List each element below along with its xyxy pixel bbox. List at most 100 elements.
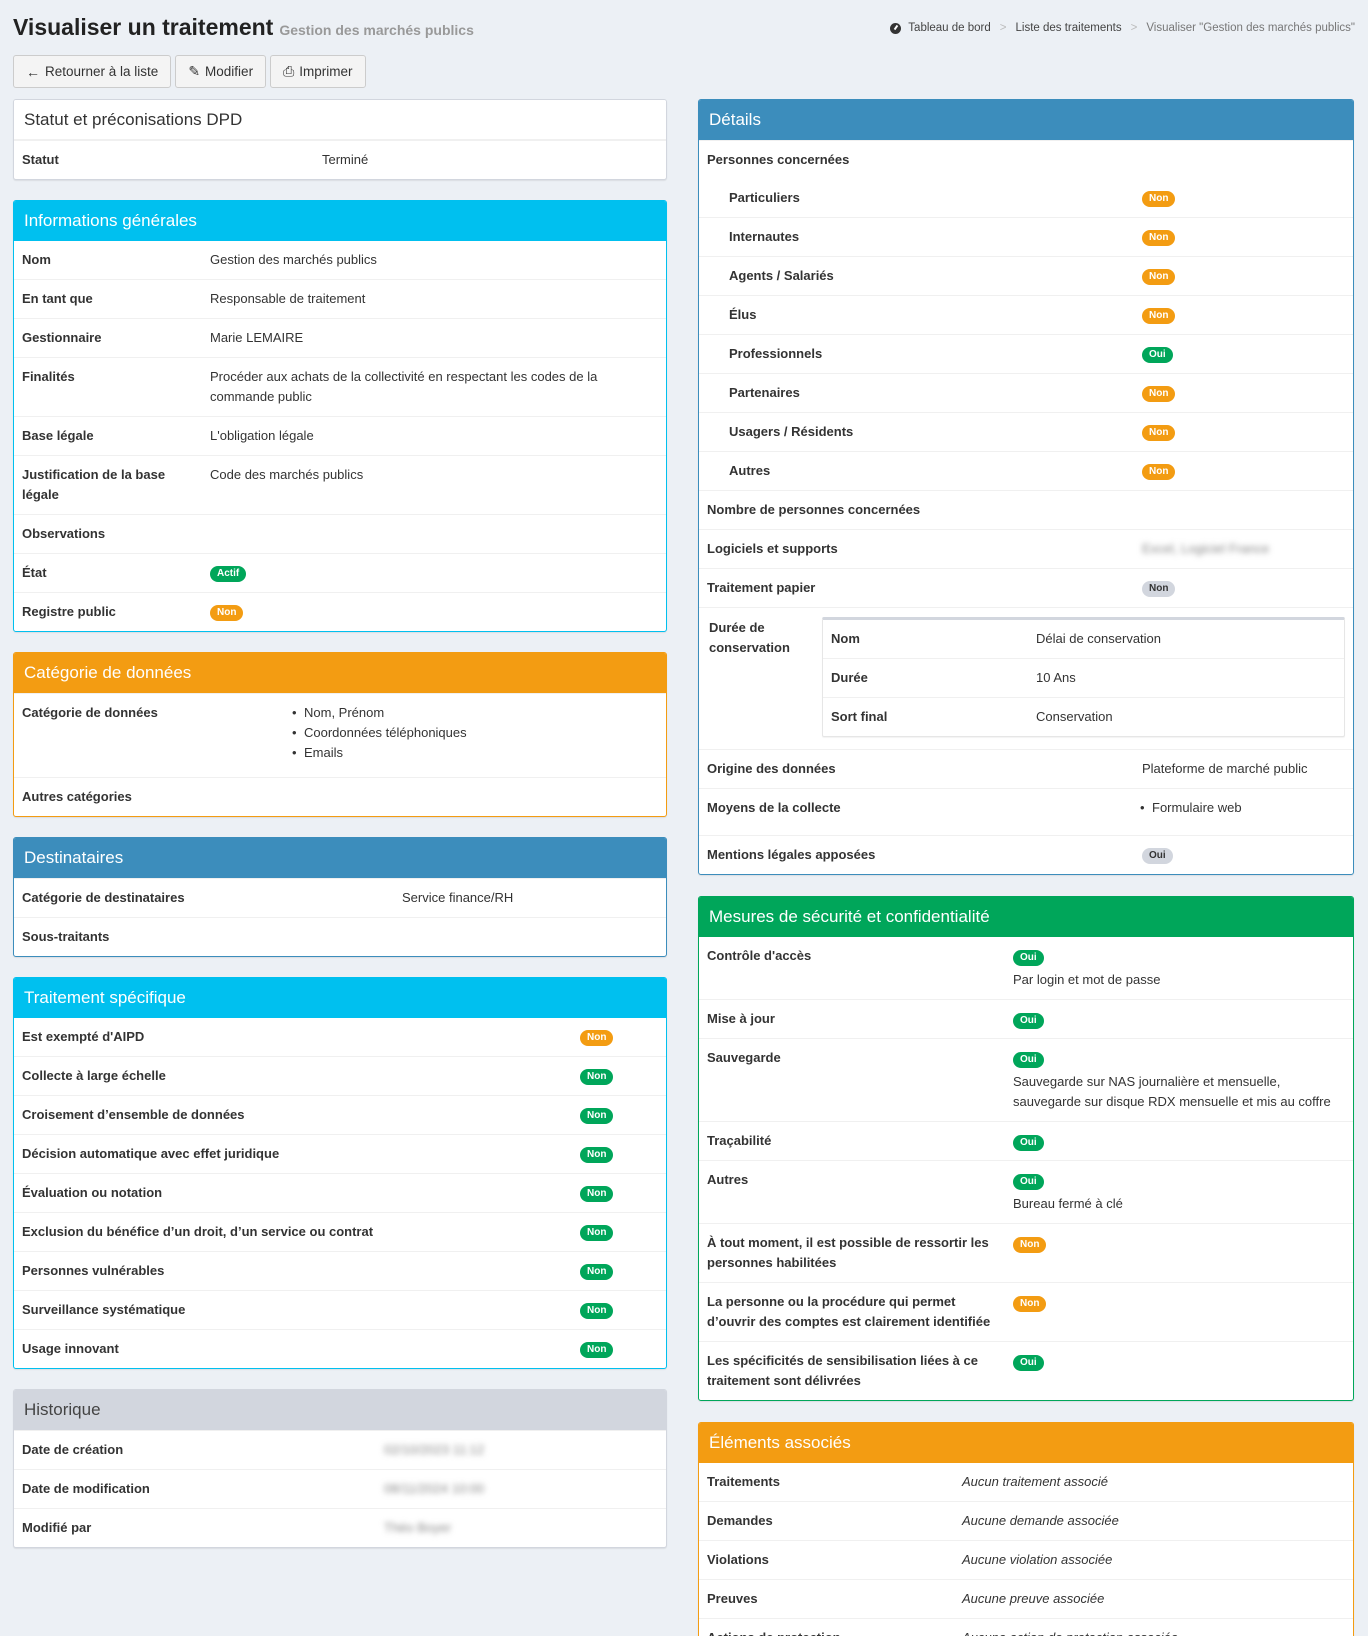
specific-row: Personnes vulnérables Non <box>14 1251 666 1290</box>
person-row-badge: Non <box>1142 308 1176 324</box>
specific-row: Croisement d’ensemble de données Non <box>14 1095 666 1134</box>
security-row-value: Oui Bureau fermé à clé <box>1013 1170 1123 1214</box>
history-row-label: Date de modification <box>22 1481 150 1496</box>
security-row: Sauvegarde Oui Sauvegarde sur NAS journali… <box>699 1038 1353 1121</box>
list-item: Nom, Prénom <box>292 703 467 723</box>
security-row-label: Mise à jour <box>707 1011 775 1026</box>
general-row-label: Nom <box>22 252 51 267</box>
breadcrumb-separator: > <box>999 22 1007 34</box>
status-box: Statut et préconisations DPD Statut Term… <box>13 99 667 180</box>
back-button[interactable]: ← Retourner à la liste <box>13 55 172 88</box>
general-row-value: Marie LEMAIRE <box>210 330 304 345</box>
general-row: Gestionnaire Marie LEMAIRE <box>14 318 666 357</box>
specific-row-label: Collecte à large échelle <box>22 1068 166 1083</box>
specific-row-label: Usage innovant <box>22 1341 119 1356</box>
security-row-badge: Oui <box>1013 1013 1044 1029</box>
print-button[interactable]: ⎙ Imprimer <box>270 55 366 88</box>
duration-table-row: Durée 10 Ans <box>823 658 1344 697</box>
specific-row-badge: Non <box>580 1030 614 1046</box>
general-row-value: Procéder aux achats de la collectivité e… <box>210 369 598 404</box>
security-box: Mesures de sécurité et confidentialité C… <box>698 896 1354 1401</box>
person-row-badge: Non <box>1142 386 1176 402</box>
person-row-label: Internautes <box>729 229 800 244</box>
duration-label: Durée de conservation <box>709 620 790 655</box>
associated-row-value: Aucune preuve associée <box>962 1591 1105 1606</box>
security-row-label: Traçabilité <box>707 1133 772 1148</box>
registre-label: Registre public <box>22 604 116 619</box>
list-item: Coordonnées téléphoniques <box>292 723 467 743</box>
security-row-label: Sauvegarde <box>707 1050 781 1065</box>
persons-label: Personnes concernées <box>707 152 850 167</box>
etat-label: État <box>22 565 47 580</box>
specific-row: Est exempté d'AIPD Non <box>14 1018 666 1056</box>
general-row-label: Gestionnaire <box>22 330 102 345</box>
associated-row-value: Aucune action de protection associée <box>962 1628 1178 1636</box>
history-row-value: 02/10/2023 11:12 <box>384 1442 485 1457</box>
general-row: Base légale L'obligation légale <box>14 416 666 455</box>
etat-badge: Actif <box>210 566 247 582</box>
general-row-label: Justification de la base légale <box>22 467 166 502</box>
person-row-badge: Non <box>1142 464 1176 480</box>
persons-row: Personnes concernées <box>699 140 1353 179</box>
left-column: Statut et préconisations DPD Statut Term… <box>13 99 667 1548</box>
person-row: Autres Non <box>699 451 1353 490</box>
specific-row: Collecte à large échelle Non <box>14 1056 666 1095</box>
persons-rows: Particuliers Non Internautes Non Agents / Sa… <box>699 179 1353 490</box>
subcontractors-label: Sous-traitants <box>22 929 110 944</box>
person-row: Élus Non <box>699 295 1353 334</box>
security-row-value: Oui Par login et mot de passe <box>1013 946 1160 990</box>
edit-button[interactable]: ✎ Modifier <box>175 55 267 88</box>
page-subtitle: Gestion des marchés publics <box>279 22 474 38</box>
associated-row: Violations Aucune violation associée <box>699 1540 1353 1579</box>
security-row-value: Non <box>1013 1292 1047 1312</box>
specific-row-badge: Non <box>580 1225 614 1241</box>
specific-row-badge: Non <box>580 1108 614 1124</box>
specific-rows: Est exempté d'AIPD Non Collecte à large éc… <box>14 1018 666 1368</box>
specific-row-label: Évaluation ou notation <box>22 1185 163 1200</box>
specific-row: Décision automatique avec effet juridiqu… <box>14 1134 666 1173</box>
specific-row-label: Décision automatique avec effet juridiqu… <box>22 1146 280 1161</box>
specific-row: Usage innovant Non <box>14 1329 666 1368</box>
security-row-value: Oui <box>1013 1131 1044 1151</box>
duration-table-label: Durée <box>831 670 868 685</box>
page-header: Visualiser un traitement Gestion des marc… <box>13 10 1355 46</box>
history-row-value: 08/11/2024 10:00 <box>384 1481 485 1496</box>
mentions-row: Mentions légales apposées Oui <box>699 835 1353 874</box>
other-categories-label: Autres catégories <box>22 789 132 804</box>
security-row-value: Non <box>1013 1233 1047 1253</box>
specific-row-badge: Non <box>580 1147 614 1163</box>
registre-row: Registre public Non <box>14 592 666 631</box>
person-row-label: Usagers / Résidents <box>729 424 854 439</box>
security-row: Mise à jour Oui <box>699 999 1353 1038</box>
person-row-badge: Non <box>1142 425 1176 441</box>
data-categories-box: Catégorie de données Catégorie de donnée… <box>13 652 667 817</box>
list-item: Emails <box>292 743 467 763</box>
breadcrumb: Tableau de bord > Liste des traitements … <box>890 22 1355 34</box>
general-row-value: L'obligation légale <box>210 428 314 443</box>
security-row-text: Bureau fermé à clé <box>1013 1196 1123 1211</box>
recipients-title: Destinataires <box>14 838 666 878</box>
person-row-label: Élus <box>729 307 757 322</box>
printer-icon: ⎙ <box>283 63 295 79</box>
duration-table: Nom Délai de conservation Durée 10 Ans Sor… <box>822 617 1345 737</box>
general-row-label: Finalités <box>22 369 75 384</box>
specific-row-label: Exclusion du bénéfice d’un droit, d’un s… <box>22 1224 374 1239</box>
associated-row-label: Violations <box>707 1552 769 1567</box>
associated-box: Éléments associés Traitements Aucun trait… <box>698 1422 1354 1636</box>
breadcrumb-list[interactable]: Liste des traitements <box>1015 22 1122 34</box>
security-row-value: Oui Sauvegarde sur NAS journalière et men… <box>1013 1048 1345 1112</box>
specific-row: Surveillance systématique Non <box>14 1290 666 1329</box>
security-row-label: À tout moment, il est possible de ressor… <box>707 1235 989 1270</box>
person-row-label: Particuliers <box>729 190 800 205</box>
security-row-value: Oui <box>1013 1351 1044 1371</box>
general-row-label: Base légale <box>22 428 94 443</box>
toolbar: ← Retourner à la liste ✎ Modifier ⎙ Imprime… <box>13 55 366 88</box>
duration-row: Durée de conservation Nom Délai de conser… <box>699 607 1353 749</box>
breadcrumb-dashboard[interactable]: Tableau de bord <box>908 22 991 34</box>
history-row-label: Date de création <box>22 1442 124 1457</box>
person-row-badge: Non <box>1142 191 1176 207</box>
specific-row-badge: Non <box>580 1186 614 1202</box>
security-row: Autres Oui Bureau fermé à clé <box>699 1160 1353 1223</box>
specific-row-label: Est exempté d'AIPD <box>22 1029 145 1044</box>
recipients-box: Destinataires Catégorie de destinataires… <box>13 837 667 957</box>
